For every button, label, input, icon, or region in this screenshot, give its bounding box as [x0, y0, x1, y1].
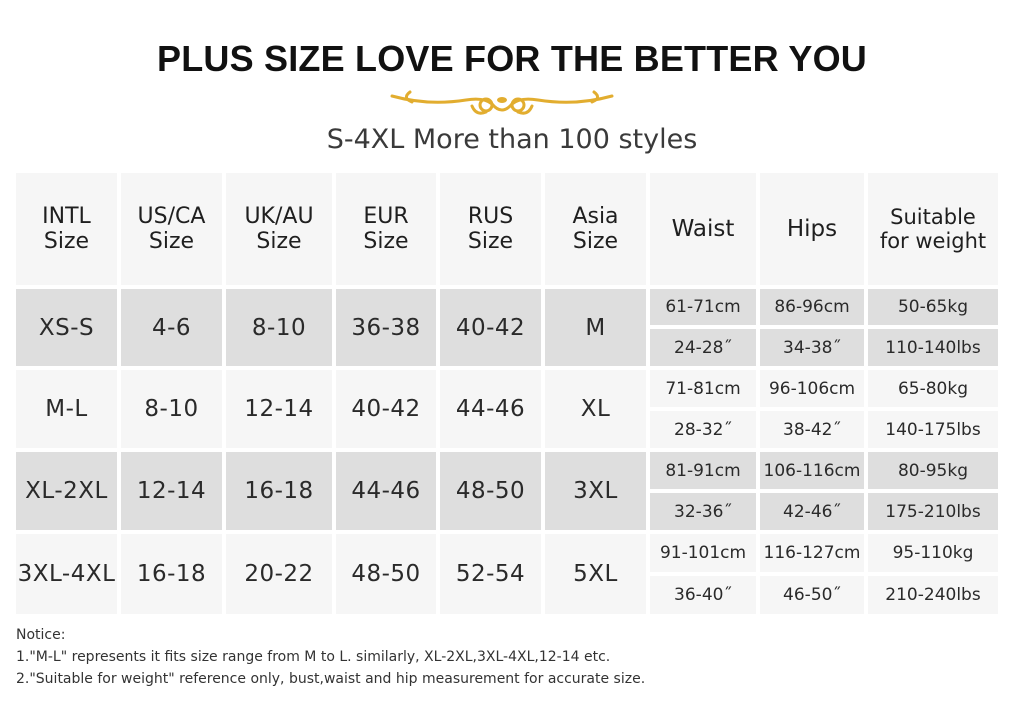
row-2-waist-in: 32-36˝	[650, 493, 756, 530]
row-1-eur: 40-42	[336, 370, 436, 448]
row-2-weight-lbs: 175-210lbs	[868, 493, 998, 530]
row-2-waist-cm: 81-91cm	[650, 452, 756, 489]
row-3-weight-lbs: 210-240lbs	[868, 576, 998, 614]
row-3-uk: 20-22	[226, 534, 332, 614]
header-uk-au-size: UK/AU Size	[226, 173, 332, 285]
row-2-rus: 48-50	[440, 452, 541, 530]
row-3-weight-kg: 95-110kg	[868, 534, 998, 572]
row-0-waist-in: 24-28˝	[650, 329, 756, 366]
row-1-hips-in: 38-42˝	[760, 411, 864, 448]
row-2-hips-in: 42-46˝	[760, 493, 864, 530]
row-3-waist-cm: 91-101cm	[650, 534, 756, 572]
row-3-asia: 5XL	[545, 534, 646, 614]
row-1-waist-in: 28-32˝	[650, 411, 756, 448]
row-2-us: 12-14	[121, 452, 222, 530]
row-0-eur: 36-38	[336, 289, 436, 366]
row-1-waist-cm: 71-81cm	[650, 370, 756, 407]
row-2-eur: 44-46	[336, 452, 436, 530]
row-1-weight-lbs: 140-175lbs	[868, 411, 998, 448]
row-0-rus: 40-42	[440, 289, 541, 366]
header-intl-size: INTL Size	[16, 173, 117, 285]
row-3-us: 16-18	[121, 534, 222, 614]
row-0-weight-lbs: 110-140lbs	[868, 329, 998, 366]
row-0-uk: 8-10	[226, 289, 332, 366]
page-title: PLUS SIZE LOVE FOR THE BETTER YOU	[156, 38, 867, 79]
header-us-ca-size: US/CA Size	[121, 173, 222, 285]
row-1-rus: 44-46	[440, 370, 541, 448]
row-1-intl: M-L	[16, 370, 117, 448]
gold-flourish-icon	[390, 90, 614, 115]
header-hips: Hips	[760, 173, 864, 285]
header-rus-size: RUS Size	[440, 173, 541, 285]
row-2-asia: 3XL	[545, 452, 646, 530]
row-2-uk: 16-18	[226, 452, 332, 530]
row-3-intl: 3XL-4XL	[16, 534, 117, 614]
row-1-us: 8-10	[121, 370, 222, 448]
subtitle: S-4XL More than 100 styles	[326, 124, 698, 155]
row-1-hips-cm: 96-106cm	[760, 370, 864, 407]
notice-line-1: 1."M-L" represents it fits size range fr…	[16, 649, 611, 665]
row-0-hips-cm: 86-96cm	[760, 289, 864, 325]
notice-heading: Notice:	[16, 627, 66, 643]
row-1-uk: 12-14	[226, 370, 332, 448]
row-3-hips-in: 46-50˝	[760, 576, 864, 614]
row-3-eur: 48-50	[336, 534, 436, 614]
row-0-weight-kg: 50-65kg	[868, 289, 998, 325]
row-0-hips-in: 34-38˝	[760, 329, 864, 366]
row-0-intl: XS-S	[16, 289, 117, 366]
row-1-asia: XL	[545, 370, 646, 448]
row-0-asia: M	[545, 289, 646, 366]
row-1-weight-kg: 65-80kg	[868, 370, 998, 407]
row-3-hips-cm: 116-127cm	[760, 534, 864, 572]
notice-block: Notice: 1."M-L" represents it fits size …	[16, 624, 1016, 690]
header-waist: Waist	[650, 173, 756, 285]
row-0-waist-cm: 61-71cm	[650, 289, 756, 325]
header-suitable-for-weight: Suitable for weight	[868, 173, 998, 285]
header-eur-size: EUR Size	[336, 173, 436, 285]
row-3-waist-in: 36-40˝	[650, 576, 756, 614]
row-2-weight-kg: 80-95kg	[868, 452, 998, 489]
header-asia-size: Asia Size	[545, 173, 646, 285]
row-2-hips-cm: 106-116cm	[760, 452, 864, 489]
notice-line-2: 2."Suitable for weight" reference only, …	[16, 671, 646, 687]
row-3-rus: 52-54	[440, 534, 541, 614]
row-0-us: 4-6	[121, 289, 222, 366]
row-2-intl: XL-2XL	[16, 452, 117, 530]
